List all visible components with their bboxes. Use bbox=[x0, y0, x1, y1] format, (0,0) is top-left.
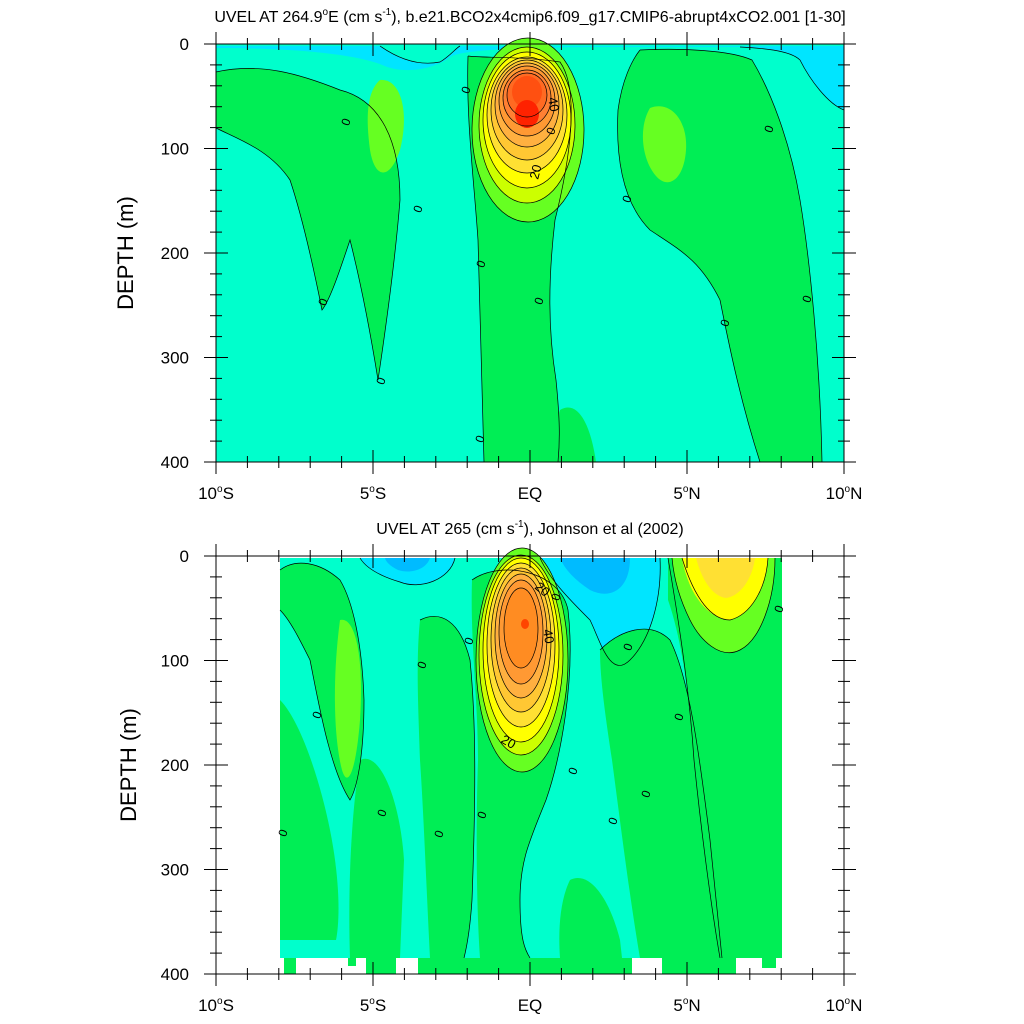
zero-label: 0 bbox=[472, 433, 488, 444]
y-tick-label: 400 bbox=[161, 453, 189, 472]
zero-label: 0 bbox=[461, 635, 477, 646]
y-tick-label: 200 bbox=[161, 756, 189, 775]
zero-label: 0 bbox=[761, 123, 777, 134]
zero-label: 0 bbox=[531, 295, 547, 306]
zero-label: 0 bbox=[619, 193, 635, 204]
zero-label: 0 bbox=[458, 84, 474, 95]
zero-label: 0 bbox=[565, 765, 581, 776]
panel-top-title: UVEL AT 264.9oE (cm s-1), b.e21.BCO2x4cm… bbox=[214, 7, 845, 26]
zero-labels: 0 0 0 0 0 0 0 0 0 0 0 0 0 bbox=[315, 84, 815, 444]
y-tick-label: 0 bbox=[180, 35, 189, 54]
zero-label: 0 bbox=[373, 375, 389, 386]
x-tick-label: 5oS bbox=[360, 996, 386, 1015]
contour-label-20: 20 bbox=[526, 163, 544, 181]
zero-label: 0 bbox=[309, 709, 325, 720]
zero-label: 0 bbox=[473, 258, 489, 269]
panel-bottom-field: 20 40 20 0 0 0 0 0 0 0 0 0 0 0 0 0 0 bbox=[275, 547, 787, 974]
zero-label: 0 bbox=[638, 788, 654, 799]
x-tick-label: 10oS bbox=[198, 484, 234, 503]
zero-label: 0 bbox=[548, 591, 564, 602]
panel-top-field: 40 20 0 0 0 0 0 0 0 0 0 0 0 0 0 bbox=[215, 37, 845, 463]
panel-bottom-ylabel: DEPTH (m) bbox=[116, 708, 141, 822]
y-tick-label: 100 bbox=[161, 140, 189, 159]
x-tick-label: 10oN bbox=[826, 996, 863, 1015]
panel-top-ylabel: DEPTH (m) bbox=[113, 196, 138, 310]
zero-label: 0 bbox=[543, 125, 559, 136]
y-tick-label: 100 bbox=[161, 652, 189, 671]
x-tick-label: EQ bbox=[518, 996, 543, 1015]
panel-bottom-title: UVEL AT 265 (cm s-1), Johnson et al (200… bbox=[376, 519, 683, 538]
zero-label: 0 bbox=[717, 317, 733, 328]
zero-label: 0 bbox=[275, 827, 291, 838]
x-tick-label: 5oS bbox=[360, 484, 386, 503]
contour-label-40: 40 bbox=[545, 96, 562, 113]
zero-label: 0 bbox=[410, 203, 426, 214]
zero-label: 0 bbox=[431, 828, 447, 839]
zero-label: 0 bbox=[474, 809, 490, 820]
zero-label: 0 bbox=[374, 807, 390, 818]
zero-label: 0 bbox=[620, 641, 636, 652]
zero-label: 0 bbox=[671, 711, 687, 722]
panel-top: UVEL AT 264.9oE (cm s-1), b.e21.BCO2x4cm… bbox=[113, 7, 862, 503]
x-tick-label: 5oN bbox=[673, 996, 700, 1015]
x-tick-label: EQ bbox=[518, 484, 543, 503]
contour-label-40: 40 bbox=[540, 628, 557, 645]
zero-label: 0 bbox=[799, 293, 815, 304]
contour-label-20: 20 bbox=[499, 732, 519, 752]
y-tick-label: 300 bbox=[161, 349, 189, 368]
zero-label: 0 bbox=[315, 296, 331, 307]
y-tick-label: 200 bbox=[161, 244, 189, 263]
zero-label: 0 bbox=[338, 116, 354, 127]
zero-labels: 0 0 0 0 0 0 0 0 0 0 0 0 0 0 bbox=[275, 591, 787, 839]
x-tick-label: 5oN bbox=[673, 484, 700, 503]
x-tick-label: 10oN bbox=[826, 484, 863, 503]
zero-label: 0 bbox=[605, 815, 621, 826]
y-tick-label: 400 bbox=[161, 965, 189, 984]
zero-label: 0 bbox=[771, 603, 787, 614]
bottom-edge-fill bbox=[284, 958, 776, 974]
y-tick-label: 300 bbox=[161, 861, 189, 880]
panel-bottom: UVEL AT 265 (cm s-1), Johnson et al (200… bbox=[116, 519, 862, 1015]
y-tick-label: 0 bbox=[180, 547, 189, 566]
x-tick-label: 10oS bbox=[198, 996, 234, 1015]
zero-label: 0 bbox=[414, 659, 430, 670]
